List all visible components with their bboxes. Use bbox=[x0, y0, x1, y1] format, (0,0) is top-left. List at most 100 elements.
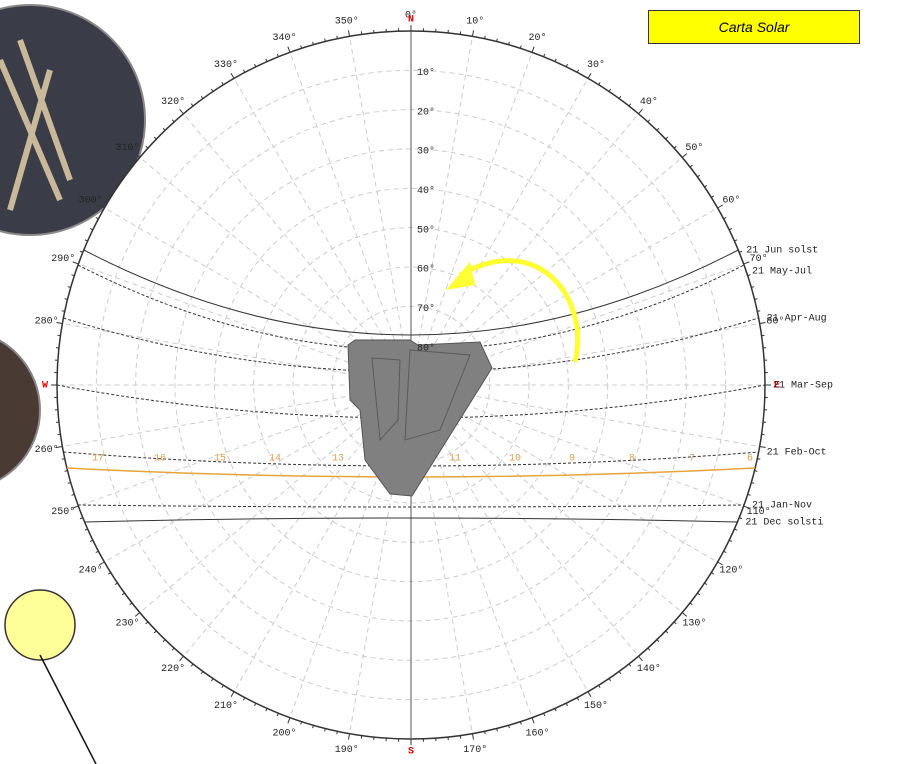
tick bbox=[98, 561, 105, 566]
tick bbox=[265, 58, 268, 62]
azimuth-label: 160° bbox=[526, 727, 550, 739]
tick bbox=[689, 164, 693, 168]
tick bbox=[145, 621, 149, 625]
hour-label: 8 bbox=[629, 454, 635, 465]
tick bbox=[757, 458, 761, 460]
tick bbox=[554, 58, 557, 62]
tick bbox=[79, 250, 83, 253]
tick bbox=[121, 174, 125, 178]
tick bbox=[704, 184, 708, 188]
tick bbox=[618, 671, 622, 675]
tick bbox=[312, 41, 314, 45]
tick bbox=[508, 725, 510, 729]
tick bbox=[162, 127, 166, 131]
callout-line bbox=[39, 654, 97, 764]
tick bbox=[710, 572, 715, 575]
altitude-label: 40° bbox=[417, 185, 435, 197]
tick bbox=[312, 725, 314, 729]
tick bbox=[61, 458, 65, 460]
tick bbox=[754, 470, 758, 472]
altitude-circle bbox=[95, 69, 727, 701]
date-label: 21 Dec solsti bbox=[745, 517, 823, 529]
tick bbox=[598, 81, 601, 86]
altitude-circle bbox=[292, 266, 530, 504]
date-curve bbox=[77, 504, 745, 508]
azimuth-line bbox=[440, 157, 683, 361]
date-label: 21 May-Jul bbox=[752, 266, 812, 278]
azimuth-label: 140° bbox=[637, 663, 661, 675]
azimuth-line bbox=[449, 391, 760, 447]
azimuth-line bbox=[349, 423, 405, 734]
tick bbox=[739, 517, 743, 520]
azimuth-label: 10° bbox=[466, 15, 484, 27]
tick bbox=[95, 216, 99, 220]
azimuth-line bbox=[440, 409, 683, 613]
tick bbox=[114, 582, 118, 586]
tick bbox=[347, 733, 351, 740]
tick bbox=[747, 274, 751, 277]
azimuth-label: 130° bbox=[682, 617, 706, 629]
hour-label: 9 bbox=[569, 454, 575, 465]
tick bbox=[531, 46, 535, 53]
tick bbox=[587, 72, 592, 79]
azimuth-line bbox=[430, 418, 589, 692]
tick bbox=[210, 88, 214, 92]
tick bbox=[242, 697, 246, 701]
azimuth-label: 310° bbox=[116, 142, 140, 154]
azimuth-label: 290° bbox=[51, 253, 75, 265]
altitude-label: 10° bbox=[417, 67, 435, 79]
tick bbox=[598, 684, 601, 689]
date-label: 21 Jun solst bbox=[746, 245, 818, 257]
tick bbox=[681, 153, 688, 158]
tick bbox=[242, 69, 246, 73]
tick bbox=[697, 174, 701, 178]
azimuth-line bbox=[183, 113, 387, 356]
tick bbox=[162, 639, 166, 643]
tick bbox=[324, 728, 326, 732]
compass-letter: S bbox=[408, 747, 414, 758]
azimuth-line bbox=[444, 404, 718, 563]
tick bbox=[576, 69, 580, 73]
tick bbox=[576, 697, 580, 701]
tick bbox=[221, 684, 224, 689]
tick bbox=[171, 119, 175, 123]
compass-letter: W bbox=[42, 381, 48, 392]
tick bbox=[129, 164, 133, 168]
hour-label: 10 bbox=[509, 454, 521, 465]
tick bbox=[84, 239, 88, 242]
azimuth-label: 190° bbox=[335, 744, 359, 756]
azimuth-label: 200° bbox=[272, 727, 296, 739]
tick bbox=[484, 35, 486, 39]
azimuth-line bbox=[423, 52, 533, 349]
tick bbox=[656, 127, 660, 131]
tick bbox=[638, 655, 643, 662]
tick bbox=[72, 261, 79, 265]
tick bbox=[496, 728, 498, 732]
tick bbox=[254, 702, 257, 707]
tick bbox=[608, 88, 612, 92]
hour-label: 11 bbox=[449, 454, 461, 465]
tick bbox=[265, 708, 268, 712]
tick bbox=[554, 708, 557, 712]
azimuth-label: 280° bbox=[35, 315, 59, 327]
azimuth-line bbox=[289, 52, 399, 349]
tick bbox=[200, 671, 204, 675]
building-footprint bbox=[347, 339, 493, 497]
azimuth-line bbox=[435, 414, 639, 657]
compass-letter: N bbox=[408, 15, 414, 26]
tick bbox=[56, 445, 63, 449]
tick bbox=[697, 592, 701, 596]
azimuth-label: 50° bbox=[685, 142, 703, 154]
tick bbox=[276, 713, 279, 717]
tick bbox=[300, 45, 303, 49]
azimuth-label: 150° bbox=[584, 700, 608, 712]
tick bbox=[496, 38, 498, 42]
date-curve bbox=[63, 317, 759, 373]
hour-label: 17 bbox=[92, 454, 104, 465]
tick bbox=[704, 582, 708, 586]
tick bbox=[751, 482, 755, 484]
tick bbox=[739, 250, 743, 253]
azimuth-label: 220° bbox=[161, 663, 185, 675]
azimuth-label: 230° bbox=[116, 617, 140, 629]
tick bbox=[734, 528, 738, 531]
